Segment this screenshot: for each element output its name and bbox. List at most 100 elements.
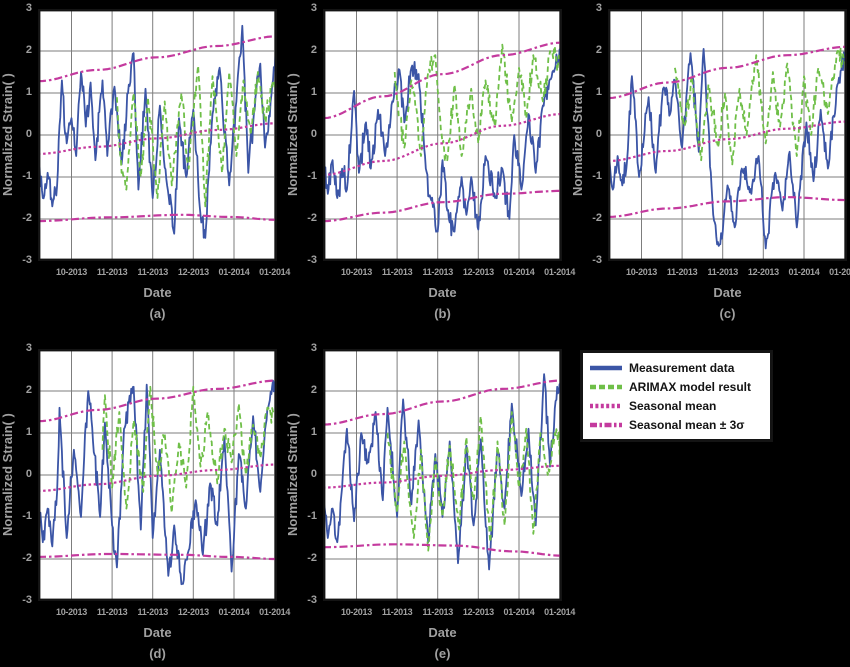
subplot-a: Normalized Strain( ) 3 2 1 0 -1 -2 -3 10-2013 11-… (0, 0, 290, 333)
y-tick-label: 1 (25, 86, 32, 98)
seasonal-mean-line (38, 463, 277, 493)
subplot-label: (a) (149, 306, 166, 321)
legend-item-2: Seasonal mean (590, 396, 763, 415)
y-tick-label: 0 (25, 128, 32, 140)
arimax-line (386, 411, 562, 552)
subplot-b: Normalized Strain( ) 3 2 1 0 -1 -2 -3 10-2013 11-… (285, 0, 575, 333)
x-tick-label: 10-2013 (340, 267, 372, 277)
x-tick-label: 11-2013 (666, 267, 698, 277)
x-tick-label: 01-2014 (503, 267, 535, 277)
legend-label: Measurement data (629, 360, 735, 375)
lower-bound-line (38, 552, 277, 561)
arimax-line (393, 43, 562, 163)
axis-border (38, 349, 277, 601)
plot-area (323, 9, 562, 261)
y-tick-label: 2 (25, 44, 32, 56)
measurement-line (608, 44, 847, 250)
y-tick-label: 2 (595, 44, 602, 56)
upper-bound-line (608, 45, 847, 100)
subplot-label: (e) (434, 646, 451, 661)
x-tick-label: 11-2013 (707, 267, 739, 277)
y-tick-label: 0 (310, 468, 317, 480)
legend-item-3: Seasonal mean ± 3σ (590, 415, 763, 434)
measurement-line (323, 373, 562, 571)
y-tick-label: 1 (25, 426, 32, 438)
plot-area (38, 349, 277, 601)
x-tick-label: 12-2013 (177, 267, 209, 277)
x-tick-label: 01-2014 (503, 607, 535, 617)
y-tick-label: -3 (592, 254, 602, 266)
seasonal-mean-line (323, 464, 562, 489)
x-axis-label: Date (428, 625, 457, 640)
lower-bound-line (323, 543, 562, 557)
plot-area (608, 9, 847, 261)
x-axis-label: Date (428, 285, 457, 300)
plot-area (38, 9, 277, 261)
legend-line-sample (590, 364, 622, 372)
x-tick-label: 11-2013 (422, 267, 454, 277)
y-tick-label: 0 (595, 128, 602, 140)
x-tick-label: 11-2013 (381, 267, 413, 277)
y-tick-label: -3 (307, 254, 317, 266)
x-tick-label: 10-2013 (55, 267, 87, 277)
x-axis-label: Date (143, 625, 172, 640)
measurement-line (323, 45, 562, 237)
subplot-label: (c) (719, 306, 736, 321)
measurement-line (38, 24, 277, 239)
y-tick-label: 1 (595, 86, 602, 98)
y-tick-label: -3 (22, 594, 32, 606)
y-tick-label: 0 (310, 128, 317, 140)
y-tick-label: -2 (307, 212, 317, 224)
x-tick-label: 11-2013 (96, 607, 128, 617)
y-tick-label: 3 (595, 2, 602, 14)
legend-label: ARIMAX model result (629, 379, 752, 394)
legend-label: Seasonal mean (629, 398, 717, 413)
subplot-e: Normalized Strain( ) 3 2 1 0 -1 -2 -3 10-2013 11-… (285, 340, 575, 667)
x-tick-label: 12-2013 (177, 607, 209, 617)
y-tick-label: -1 (307, 510, 317, 522)
x-tick-label: 01-2014 (544, 607, 576, 617)
axis-border (323, 349, 562, 601)
x-tick-label: 12-2013 (747, 267, 779, 277)
measurement-line (38, 379, 277, 586)
seasonal-mean-line (323, 112, 562, 176)
x-tick-label: 10-2013 (340, 607, 372, 617)
y-tick-label: -1 (307, 170, 317, 182)
upper-bound-line (38, 379, 277, 423)
x-tick-label: 01-2014 (788, 267, 820, 277)
y-tick-label: -1 (592, 170, 602, 182)
lower-bound-line (323, 189, 562, 223)
y-tick-label: 3 (25, 342, 32, 354)
x-tick-label: 11-2013 (137, 267, 169, 277)
lower-bound-line (608, 196, 847, 218)
legend-item-0: Measurement data (590, 358, 763, 377)
subplot-label: (b) (434, 306, 451, 321)
y-tick-label: 0 (25, 468, 32, 480)
subplot-label: (d) (149, 646, 166, 661)
x-tick-label: 11-2013 (137, 607, 169, 617)
subplot-d: Normalized Strain( ) 3 2 1 0 -1 -2 -3 10-2013 11-… (0, 340, 290, 667)
x-axis-label: Date (143, 285, 172, 300)
legend-label: Seasonal mean ± 3σ (629, 417, 745, 432)
upper-bound-line (323, 379, 562, 426)
y-tick-label: 3 (310, 2, 317, 14)
subplot-c: Normalized Strain( ) 3 2 1 0 -1 -2 -3 10-2013 11-… (570, 0, 850, 333)
upper-bound-line (323, 41, 562, 120)
x-tick-label: 01-2014 (259, 267, 291, 277)
y-tick-label: -2 (307, 552, 317, 564)
legend-line-sample (590, 402, 622, 410)
axis-border (608, 9, 847, 261)
plot-area (323, 349, 562, 601)
upper-bound-line (38, 35, 277, 83)
arimax-line (101, 385, 277, 514)
seasonal-mean-line (38, 122, 277, 155)
axis-border (323, 9, 562, 261)
x-tick-label: 01-2014 (259, 607, 291, 617)
legend-line-sample (590, 383, 622, 391)
y-tick-label: 1 (310, 86, 317, 98)
x-tick-label: 12-2013 (462, 267, 494, 277)
arimax-line (674, 47, 847, 166)
y-tick-label: -1 (22, 510, 32, 522)
legend-line-sample (590, 421, 622, 429)
